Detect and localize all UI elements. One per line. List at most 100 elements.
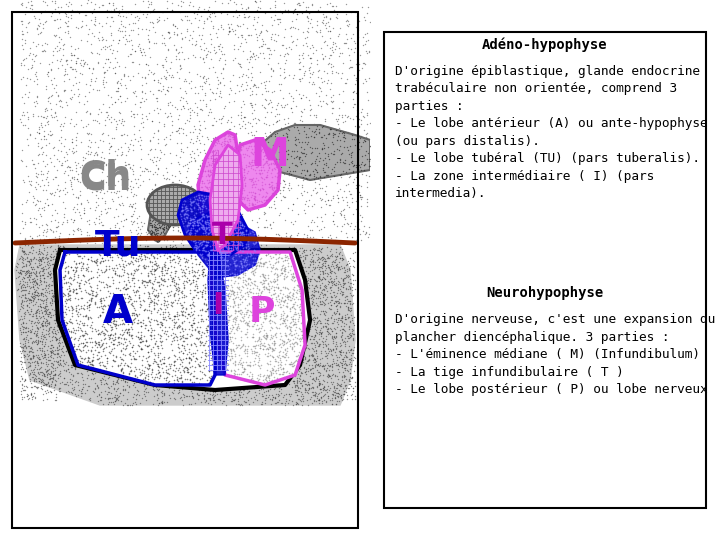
Point: [74, 191, 86, 199]
Point: [105, 249, 117, 258]
Point: [291, 264, 302, 272]
Point: [207, 278, 219, 286]
Point: [276, 305, 288, 313]
Point: [17, 318, 29, 327]
Point: [154, 356, 166, 364]
Point: [171, 30, 183, 39]
Point: [80, 338, 91, 347]
Point: [196, 363, 207, 372]
Point: [248, 49, 259, 58]
Point: [70, 306, 81, 314]
Point: [330, 340, 341, 348]
Point: [315, 300, 327, 308]
Point: [58, 45, 69, 54]
Point: [261, 322, 272, 331]
Point: [191, 371, 202, 380]
Point: [181, 254, 192, 262]
Point: [68, 342, 79, 351]
Point: [99, 196, 110, 205]
Point: [274, 390, 285, 399]
Point: [171, 251, 183, 260]
Point: [230, 314, 241, 322]
Point: [97, 261, 109, 270]
Point: [209, 327, 220, 335]
Point: [341, 292, 352, 300]
Point: [192, 270, 203, 279]
Point: [50, 285, 61, 293]
Point: [161, 197, 172, 205]
Point: [109, 306, 120, 314]
Point: [318, 256, 330, 265]
Point: [285, 336, 297, 345]
Point: [275, 389, 287, 397]
Point: [227, 71, 238, 79]
Point: [261, 376, 272, 384]
Point: [225, 253, 236, 262]
Point: [112, 378, 123, 387]
Point: [148, 267, 160, 275]
Point: [328, 280, 340, 288]
Point: [207, 356, 219, 365]
Point: [197, 192, 209, 200]
Point: [186, 224, 197, 232]
Point: [40, 316, 51, 325]
Point: [111, 346, 122, 355]
Point: [204, 251, 216, 260]
Point: [105, 323, 117, 332]
Point: [112, 396, 124, 404]
Point: [231, 326, 243, 334]
Point: [265, 278, 276, 287]
Point: [132, 375, 144, 383]
Point: [14, 342, 26, 350]
Point: [269, 356, 281, 365]
Point: [210, 231, 222, 239]
Point: [222, 249, 234, 258]
Point: [289, 319, 300, 328]
Point: [48, 305, 60, 314]
Point: [16, 217, 27, 225]
Point: [166, 0, 178, 8]
Point: [26, 290, 37, 299]
Point: [81, 97, 92, 105]
Point: [269, 273, 280, 281]
Point: [210, 134, 221, 143]
Point: [93, 254, 104, 263]
Point: [269, 187, 280, 195]
Point: [243, 196, 255, 205]
Point: [156, 387, 168, 395]
Point: [170, 271, 181, 280]
Point: [79, 329, 91, 338]
Point: [33, 370, 45, 379]
Point: [74, 251, 86, 259]
Point: [207, 215, 219, 224]
Point: [314, 379, 325, 387]
Point: [87, 6, 99, 15]
Point: [281, 285, 292, 293]
Point: [121, 285, 132, 293]
Point: [143, 302, 155, 310]
Point: [61, 215, 73, 224]
Point: [353, 122, 364, 131]
Point: [202, 165, 214, 174]
Point: [46, 292, 58, 301]
Point: [266, 131, 277, 140]
Point: [153, 285, 164, 293]
Point: [288, 277, 300, 286]
Point: [229, 271, 240, 279]
Point: [30, 291, 41, 300]
Point: [270, 329, 282, 338]
Point: [117, 386, 129, 394]
Point: [262, 304, 274, 313]
Point: [322, 320, 333, 328]
Point: [299, 145, 310, 153]
Point: [20, 269, 32, 278]
Point: [22, 256, 33, 265]
Point: [149, 340, 161, 348]
Point: [155, 285, 166, 294]
Point: [156, 259, 167, 267]
Point: [88, 4, 99, 13]
Point: [35, 197, 46, 205]
Point: [19, 271, 31, 279]
Point: [271, 319, 283, 328]
Point: [292, 364, 303, 373]
